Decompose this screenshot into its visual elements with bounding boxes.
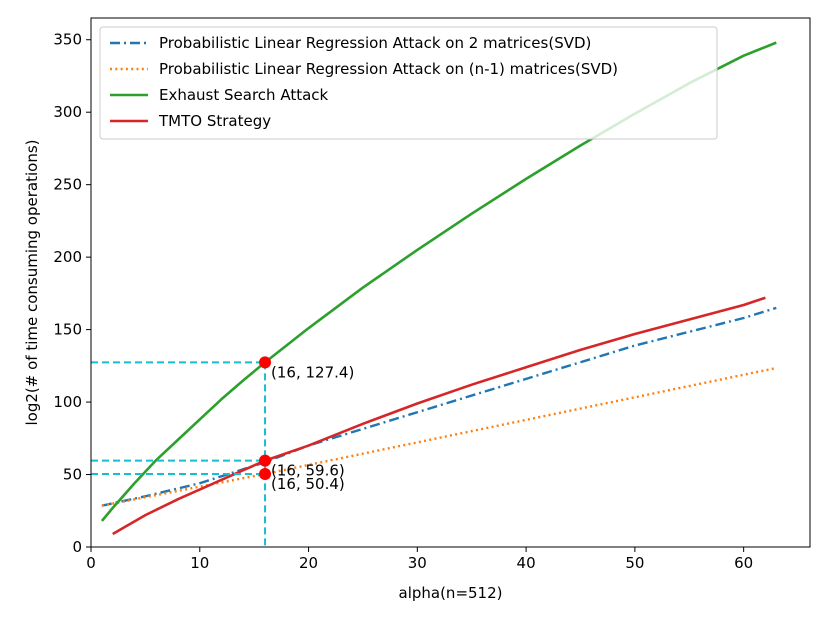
axes: 0 10 20 30 40 50 60 0 50 100 150 200 250 300 350 <box>53 31 753 572</box>
legend-box <box>99 26 718 140</box>
plot-frame <box>90 17 811 548</box>
legend-entry: Probabilistic Linear Regression Attack o… <box>159 34 591 52</box>
legend-entry: TMTO Strategy <box>158 112 271 130</box>
annotation-label: (16, 127.4) <box>271 363 354 381</box>
y-tick-label: 0 <box>72 538 82 556</box>
legend-entry: Exhaust Search Attack <box>159 86 329 104</box>
annotation-marker <box>259 467 272 480</box>
annotation-label: (16, 59.6) <box>271 462 345 480</box>
y-axis-label: log2(# of time consuming operations) <box>23 140 41 426</box>
x-tick-label: 40 <box>517 554 536 572</box>
y-tick-label: 300 <box>53 103 82 121</box>
x-tick-label: 10 <box>190 554 209 572</box>
annotation-marker <box>259 454 272 467</box>
series-line-1 <box>101 366 777 507</box>
legend-entry: Probabilistic Linear Regression Attack o… <box>159 60 618 78</box>
y-tick-label: 100 <box>53 393 82 411</box>
annotation-label: (16, 50.4) <box>271 475 345 493</box>
x-tick-label: 60 <box>734 554 753 572</box>
legend: Probabilistic Linear Regression Attack o… <box>99 26 718 140</box>
y-tick-label: 350 <box>53 31 82 49</box>
plot-area: (16, 127.4) (16, 59.6)(16, 50.4) <box>91 41 777 547</box>
series-line-3 <box>112 296 766 536</box>
x-tick-label: 0 <box>86 554 96 572</box>
y-tick-label: 250 <box>53 176 82 194</box>
series-line-0 <box>101 306 777 507</box>
x-tick-label: 20 <box>299 554 318 572</box>
y-tick-label: 50 <box>63 466 82 484</box>
x-tick-label: 50 <box>625 554 644 572</box>
x-axis-label: alpha(n=512) <box>399 584 503 602</box>
y-tick-label: 200 <box>53 248 82 266</box>
annotation-marker <box>259 356 272 369</box>
x-tick-label: 30 <box>408 554 427 572</box>
y-tick-label: 150 <box>53 321 82 339</box>
